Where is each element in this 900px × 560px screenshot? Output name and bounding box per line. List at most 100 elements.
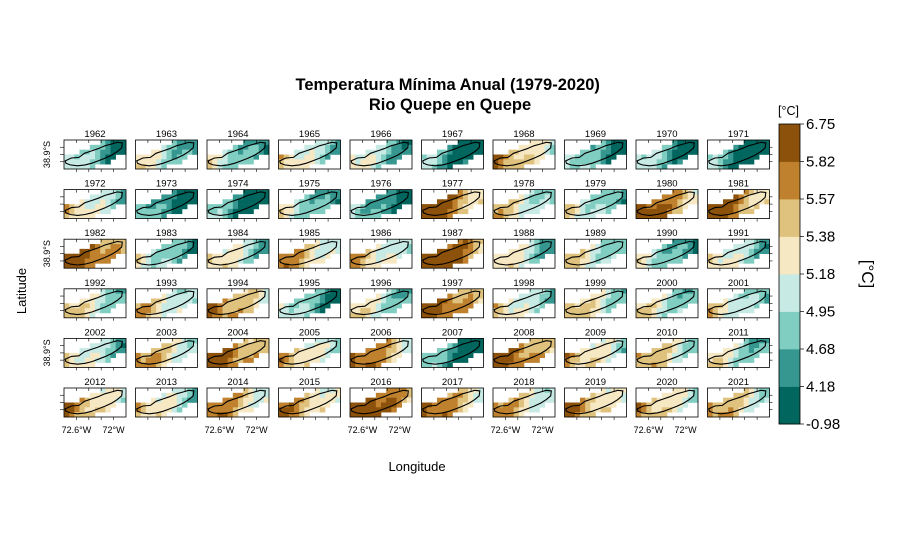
raster-cell [590, 397, 596, 403]
raster-cell [493, 208, 499, 215]
panel-frame [635, 337, 699, 368]
raster-cell [120, 343, 127, 349]
raster-cell [156, 253, 162, 259]
raster-cell [278, 352, 284, 359]
raster-cell [462, 348, 469, 354]
raster-cell [733, 362, 739, 368]
raster-cell [457, 194, 464, 200]
raster-cell [145, 164, 152, 170]
raster-cell [605, 407, 612, 413]
raster-cell [95, 253, 101, 259]
raster-cell [544, 144, 551, 150]
raster-cell [325, 154, 331, 160]
raster-cell [217, 164, 223, 170]
raster-cell [478, 248, 484, 254]
raster-cell [401, 392, 408, 398]
raster-cell [656, 159, 663, 165]
raster-cell [182, 194, 188, 200]
raster-cell [288, 159, 295, 165]
colorbar-tick-label: -0.98 [806, 416, 840, 433]
raster-cell [406, 189, 413, 195]
raster-cell [564, 258, 570, 264]
raster-cell [370, 164, 377, 170]
raster-cell [243, 348, 249, 354]
panel-label-2015: 2015 [299, 377, 320, 388]
raster-cell [304, 362, 310, 368]
raster-cell [365, 164, 371, 170]
raster-cell [457, 253, 464, 259]
panel-label-1995: 1995 [299, 278, 320, 289]
raster-cell [232, 402, 239, 408]
raster-cell [69, 253, 75, 259]
raster-cell [534, 248, 540, 254]
raster-cell [442, 204, 448, 210]
raster-cell [100, 204, 106, 210]
raster-cell [161, 412, 167, 418]
raster-cell [549, 397, 556, 403]
raster-cell [95, 402, 101, 408]
raster-cell [161, 352, 167, 359]
panel-label-1965: 1965 [299, 129, 320, 140]
raster-cell [115, 343, 122, 349]
panel-2006: 2006 [349, 327, 413, 371]
raster-cell [539, 402, 545, 408]
raster-cell [677, 199, 683, 205]
raster-cell [248, 388, 254, 394]
raster-cell [447, 357, 453, 363]
raster-cell [391, 348, 397, 354]
basin-outline [422, 389, 481, 415]
raster-cell [161, 357, 167, 363]
raster-cell [95, 199, 101, 205]
raster-cell [692, 140, 699, 146]
raster-cell [243, 144, 249, 150]
raster-cell [238, 204, 244, 210]
raster-cell [452, 298, 458, 304]
raster-cell [574, 164, 581, 170]
panel-1976: 1976 [349, 179, 413, 222]
raster-cell [375, 402, 382, 408]
raster-cell [386, 194, 392, 200]
raster-cell [468, 199, 474, 205]
raster-cell [84, 159, 91, 165]
raster-cell [391, 343, 397, 349]
raster-cell [64, 208, 70, 215]
basin-outline [565, 191, 624, 216]
raster-cell [712, 253, 719, 259]
raster-cell [524, 204, 530, 210]
raster-cell [473, 199, 479, 205]
raster-cell [743, 140, 750, 146]
raster-cell [299, 263, 305, 269]
raster-cell [447, 248, 453, 254]
x-tick-label: 72.6°W [62, 425, 92, 435]
raster-cell [110, 149, 116, 155]
panel-cells-1966 [350, 140, 413, 170]
raster-cell [243, 208, 249, 215]
raster-cell [319, 397, 326, 403]
raster-cell [278, 357, 284, 363]
raster-cell [365, 357, 371, 363]
raster-cell [743, 149, 750, 155]
raster-cell [672, 258, 678, 264]
raster-cell [161, 159, 167, 165]
raster-cell [595, 208, 601, 215]
raster-cell [431, 164, 438, 170]
raster-cell [314, 253, 321, 259]
panel-frame [135, 238, 198, 269]
basin-outline [422, 141, 481, 167]
raster-cell [667, 244, 673, 250]
raster-cell [314, 140, 321, 146]
panel-cells-1996 [350, 288, 413, 319]
raster-cell [283, 308, 290, 314]
raster-cell [452, 144, 458, 150]
raster-cell [426, 208, 433, 215]
raster-cell [447, 407, 453, 413]
raster-cell [386, 308, 392, 314]
raster-cell [105, 338, 111, 344]
panel-cells-1965 [278, 140, 341, 170]
raster-cell [263, 244, 270, 250]
raster-cell [145, 308, 152, 314]
raster-cell [748, 338, 755, 344]
raster-cell [672, 338, 678, 344]
raster-cell [672, 348, 678, 354]
raster-cell [661, 213, 668, 219]
